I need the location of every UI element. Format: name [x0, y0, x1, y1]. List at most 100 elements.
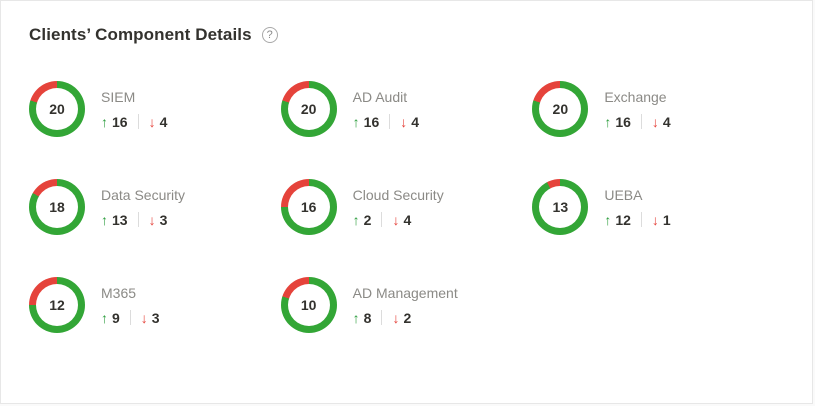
component-info: SIEM ↑ 16 ↓ 4 [101, 89, 167, 130]
component-info: Cloud Security ↑ 2 ↓ 4 [353, 187, 444, 228]
stat-divider [381, 310, 383, 325]
down-value: 4 [662, 113, 671, 130]
down-stat: ↓ 2 [392, 310, 411, 326]
up-arrow-icon: ↑ [352, 211, 360, 228]
donut-chart[interactable]: 13 [532, 179, 589, 235]
up-value: 2 [363, 211, 372, 228]
up-arrow-icon: ↑ [352, 113, 360, 130]
up-value: 13 [112, 211, 128, 228]
component-card: 20 Exchange ↑ 16 ↓ 4 [532, 81, 784, 137]
donut-chart[interactable]: 16 [280, 179, 337, 235]
down-arrow-icon: ↓ [400, 113, 408, 130]
component-card: 10 AD Management ↑ 8 ↓ 2 [280, 277, 533, 333]
component-card: 20 SIEM ↑ 16 ↓ 4 [29, 81, 281, 137]
donut-total-value: 12 [36, 284, 78, 326]
up-value: 12 [615, 211, 631, 228]
up-stat: ↑ 16 [101, 114, 128, 130]
component-stats: ↑ 13 ↓ 3 [101, 212, 185, 228]
donut-chart[interactable]: 10 [280, 277, 337, 333]
up-arrow-icon: ↑ [101, 309, 108, 326]
donut-total-value: 10 [287, 284, 330, 326]
component-name: UEBA [604, 186, 643, 203]
down-arrow-icon: ↓ [148, 113, 156, 130]
donut-chart[interactable]: 18 [29, 179, 85, 235]
component-info: Data Security ↑ 13 ↓ 3 [101, 187, 185, 228]
up-arrow-icon: ↑ [604, 113, 612, 130]
down-stat: ↓ 4 [149, 114, 168, 130]
up-stat: ↑ 12 [604, 212, 631, 228]
card-header: Clients’ Component Details ? [29, 25, 784, 45]
down-value: 4 [159, 113, 168, 130]
up-stat: ↑ 9 [101, 310, 120, 326]
stat-divider [640, 212, 642, 227]
component-stats: ↑ 9 ↓ 3 [101, 310, 160, 326]
component-name: Cloud Security [352, 186, 444, 203]
component-name: AD Management [352, 284, 458, 301]
up-value: 16 [363, 113, 380, 130]
down-value: 4 [411, 113, 420, 130]
donut-total-value: 13 [539, 186, 582, 228]
help-icon[interactable]: ? [261, 27, 278, 43]
component-stats: ↑ 16 ↓ 4 [604, 114, 670, 130]
up-value: 16 [615, 113, 631, 130]
component-card: 20 AD Audit ↑ 16 ↓ 4 [280, 81, 533, 137]
donut-total-value: 20 [36, 88, 78, 130]
components-grid: 20 SIEM ↑ 16 ↓ 4 20 AD Audit ↑ 16 ↓ 4 20 Exchange ↑ 16 ↓… [29, 81, 784, 333]
component-stats: ↑ 16 ↓ 4 [353, 114, 419, 130]
donut-total-value: 20 [287, 88, 330, 130]
component-card: 16 Cloud Security ↑ 2 ↓ 4 [280, 179, 533, 235]
donut-chart[interactable]: 20 [29, 81, 85, 137]
component-stats: ↑ 12 ↓ 1 [604, 212, 670, 228]
component-info: Exchange ↑ 16 ↓ 4 [604, 89, 670, 130]
donut-chart[interactable]: 20 [280, 81, 337, 137]
component-info: AD Audit ↑ 16 ↓ 4 [353, 89, 419, 130]
up-value: 16 [112, 113, 128, 130]
down-value: 3 [151, 309, 160, 326]
component-name: AD Audit [352, 88, 408, 105]
up-arrow-icon: ↑ [101, 211, 108, 228]
component-info: UEBA ↑ 12 ↓ 1 [604, 187, 670, 228]
down-value: 3 [159, 211, 168, 228]
component-info: M365 ↑ 9 ↓ 3 [101, 285, 160, 326]
component-card: 13 UEBA ↑ 12 ↓ 1 [532, 179, 784, 235]
down-arrow-icon: ↓ [392, 309, 400, 326]
down-arrow-icon: ↓ [392, 211, 400, 228]
up-stat: ↑ 2 [353, 212, 372, 228]
component-stats: ↑ 16 ↓ 4 [101, 114, 167, 130]
down-stat: ↓ 3 [141, 310, 160, 326]
down-arrow-icon: ↓ [651, 113, 659, 130]
component-card: 18 Data Security ↑ 13 ↓ 3 [29, 179, 281, 235]
donut-chart[interactable]: 12 [29, 277, 85, 333]
up-value: 8 [363, 309, 372, 326]
down-stat: ↓ 4 [652, 114, 671, 130]
page-title: Clients’ Component Details [29, 25, 252, 44]
down-stat: ↓ 3 [149, 212, 168, 228]
stat-divider [381, 212, 383, 227]
component-card: 12 M365 ↑ 9 ↓ 3 [29, 277, 281, 333]
donut-total-value: 20 [539, 88, 582, 130]
donut-chart[interactable]: 20 [532, 81, 589, 137]
down-stat: ↓ 1 [652, 212, 671, 228]
stat-divider [137, 212, 139, 227]
component-name: M365 [101, 284, 137, 301]
down-arrow-icon: ↓ [651, 211, 659, 228]
donut-total-value: 16 [287, 186, 330, 228]
component-name: SIEM [101, 88, 136, 105]
down-value: 4 [403, 211, 412, 228]
donut-total-value: 18 [36, 186, 78, 228]
up-value: 9 [112, 309, 120, 326]
stat-divider [640, 114, 642, 129]
component-stats: ↑ 2 ↓ 4 [353, 212, 444, 228]
up-stat: ↑ 13 [101, 212, 128, 228]
down-value: 1 [662, 211, 671, 228]
down-value: 2 [403, 309, 412, 326]
component-info: AD Management ↑ 8 ↓ 2 [353, 285, 458, 326]
up-arrow-icon: ↑ [604, 211, 612, 228]
up-stat: ↑ 16 [604, 114, 631, 130]
stat-divider [389, 114, 391, 129]
stat-divider [137, 114, 139, 129]
down-stat: ↓ 4 [392, 212, 411, 228]
up-arrow-icon: ↑ [101, 113, 108, 130]
component-stats: ↑ 8 ↓ 2 [353, 310, 458, 326]
